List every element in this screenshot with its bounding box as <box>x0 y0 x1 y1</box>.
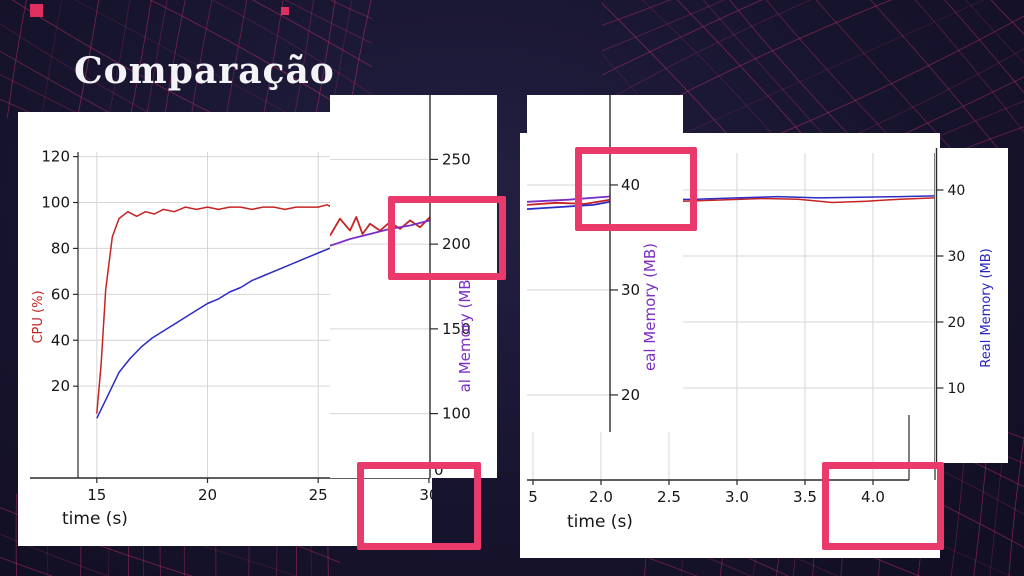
svg-text:time (s): time (s) <box>567 512 633 532</box>
svg-text:20: 20 <box>51 377 70 395</box>
svg-text:25: 25 <box>309 486 328 504</box>
svg-text:250: 250 <box>442 150 471 168</box>
svg-text:80: 80 <box>51 239 70 257</box>
svg-text:20: 20 <box>198 486 217 504</box>
svg-text:200: 200 <box>442 235 471 253</box>
svg-text:100: 100 <box>442 405 471 423</box>
decor-square-2 <box>281 7 289 15</box>
highlight-box-time-30 <box>357 462 481 550</box>
slide-title: Comparação <box>74 50 335 92</box>
svg-text:4.0: 4.0 <box>861 488 885 506</box>
left-zoom-overlay-card: 100 150 200 250 al Memory (MB) 0 <box>330 95 497 478</box>
svg-text:20: 20 <box>621 386 640 404</box>
svg-text:2.0: 2.0 <box>589 488 613 506</box>
svg-text:2.5: 2.5 <box>657 488 681 506</box>
right-axis-strip-card: 10 20 30 40 Real Memory (MB) <box>935 148 1008 463</box>
svg-text:5: 5 <box>528 488 538 506</box>
highlight-box-memory-40 <box>575 147 697 231</box>
highlight-box-time-4.0 <box>822 462 944 550</box>
svg-text:40: 40 <box>51 331 70 349</box>
svg-text:15: 15 <box>87 486 106 504</box>
svg-text:150: 150 <box>442 320 471 338</box>
svg-text:Real Memory (MB): Real Memory (MB) <box>979 248 994 367</box>
svg-text:3.0: 3.0 <box>725 488 749 506</box>
svg-text:time (s): time (s) <box>62 509 128 529</box>
memory-axis-zoom-chart-2: 20 30 40 eal Memory (MB) <box>527 95 659 432</box>
svg-text:al Memory (MB): al Memory (MB) <box>456 274 474 393</box>
svg-text:120: 120 <box>41 148 70 166</box>
highlight-box-memory-200 <box>388 196 506 280</box>
svg-text:eal Memory (MB): eal Memory (MB) <box>641 243 659 371</box>
right-zoom-overlay-card: 20 30 40 eal Memory (MB) <box>527 95 683 432</box>
svg-text:30: 30 <box>948 249 966 265</box>
svg-text:40: 40 <box>621 176 640 194</box>
decor-square-1 <box>30 4 43 17</box>
svg-text:CPU (%): CPU (%) <box>31 290 46 343</box>
svg-text:60: 60 <box>51 285 70 303</box>
svg-text:30: 30 <box>621 281 640 299</box>
memory-right-axis: 10 20 30 40 Real Memory (MB) <box>935 148 994 463</box>
svg-text:0: 0 <box>434 461 444 478</box>
svg-text:3.5: 3.5 <box>793 488 817 506</box>
svg-text:30: 30 <box>419 486 432 504</box>
svg-text:20: 20 <box>948 315 966 331</box>
svg-text:100: 100 <box>41 194 70 212</box>
svg-text:10: 10 <box>948 381 966 397</box>
memory-axis-zoom-chart: 100 150 200 250 al Memory (MB) 0 <box>330 95 474 478</box>
svg-text:40: 40 <box>948 183 966 199</box>
